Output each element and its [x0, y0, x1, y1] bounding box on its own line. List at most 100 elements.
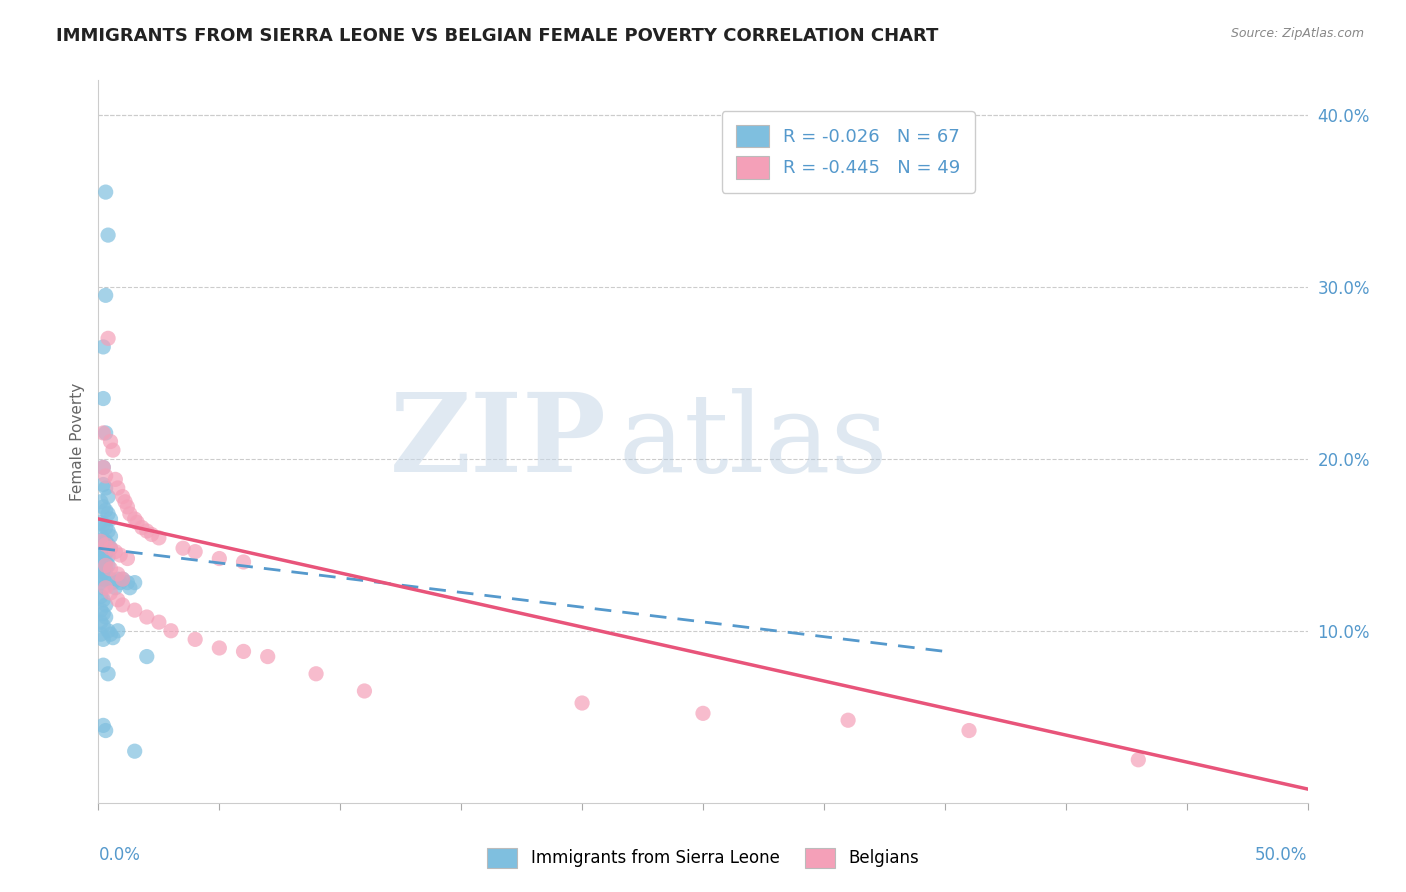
Point [160, 624, 183, 638]
Legend: Immigrants from Sierra Leone, Belgians: Immigrants from Sierra Leone, Belgians [481, 841, 925, 875]
Point [107, 624, 129, 638]
Point [208, 551, 231, 566]
Point [117, 500, 139, 514]
Point [97, 490, 120, 504]
Point [94, 610, 117, 624]
Point [90, 627, 112, 641]
Point [100, 541, 122, 556]
Point [97, 558, 120, 573]
Point [232, 644, 254, 658]
Point [104, 544, 127, 558]
Text: ZIP: ZIP [389, 388, 606, 495]
Point [90, 615, 112, 630]
Point [94, 520, 117, 534]
Point [91, 618, 114, 632]
Point [94, 469, 117, 483]
Point [91, 551, 114, 566]
Point [91, 340, 114, 354]
Point [94, 562, 117, 576]
Point [100, 572, 122, 586]
Point [90, 564, 112, 578]
Point [124, 575, 146, 590]
Point [148, 531, 170, 545]
Point [101, 631, 124, 645]
Point [131, 520, 153, 534]
Point [97, 666, 120, 681]
Point [124, 603, 146, 617]
Point [172, 541, 194, 556]
Point [97, 538, 120, 552]
Point [124, 512, 146, 526]
Point [135, 524, 157, 538]
Point [100, 512, 122, 526]
Point [91, 592, 114, 607]
Point [117, 551, 139, 566]
Point [91, 572, 114, 586]
Point [100, 529, 122, 543]
Point [837, 713, 859, 727]
Point [90, 529, 112, 543]
Point [91, 425, 114, 440]
Point [94, 558, 117, 573]
Point [90, 541, 112, 556]
Point [692, 706, 714, 721]
Point [100, 627, 122, 641]
Point [90, 516, 112, 530]
Point [94, 288, 117, 302]
Point [97, 624, 120, 638]
Point [101, 443, 124, 458]
Point [97, 524, 120, 538]
Point [148, 615, 170, 630]
Point [104, 472, 127, 486]
Point [90, 568, 112, 582]
Point [90, 590, 112, 604]
Point [571, 696, 593, 710]
Point [91, 533, 114, 547]
Point [91, 477, 114, 491]
Point [107, 567, 129, 582]
Point [97, 331, 120, 345]
Point [90, 603, 112, 617]
Point [108, 575, 131, 590]
Point [111, 490, 134, 504]
Text: 0.0%: 0.0% [98, 847, 141, 864]
Point [127, 516, 149, 530]
Point [124, 744, 146, 758]
Point [118, 507, 141, 521]
Text: atlas: atlas [619, 388, 889, 495]
Point [90, 549, 112, 564]
Point [94, 598, 117, 612]
Point [135, 610, 157, 624]
Point [94, 503, 117, 517]
Point [90, 534, 112, 549]
Point [90, 558, 112, 573]
Point [91, 500, 114, 514]
Point [184, 632, 207, 647]
Point [94, 425, 117, 440]
Point [94, 538, 117, 552]
Legend: R = -0.026   N = 67, R = -0.445   N = 49: R = -0.026 N = 67, R = -0.445 N = 49 [721, 111, 974, 193]
Point [91, 566, 114, 580]
Point [107, 481, 129, 495]
Point [91, 460, 114, 475]
Point [97, 507, 120, 521]
Point [97, 549, 120, 564]
Point [91, 517, 114, 532]
Point [104, 581, 127, 595]
Point [208, 640, 231, 655]
Point [94, 555, 117, 569]
Point [91, 658, 114, 673]
Point [94, 546, 117, 560]
Point [91, 632, 114, 647]
Point [91, 560, 114, 574]
Point [107, 572, 129, 586]
Point [91, 392, 114, 406]
Point [100, 562, 122, 576]
Point [114, 494, 136, 508]
Point [108, 548, 131, 562]
Point [94, 534, 117, 549]
Point [111, 572, 134, 586]
Point [135, 649, 157, 664]
Point [91, 607, 114, 621]
Point [957, 723, 980, 738]
